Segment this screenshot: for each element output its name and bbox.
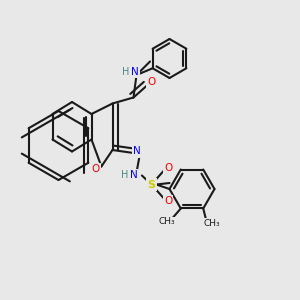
Text: CH₃: CH₃ bbox=[203, 219, 220, 228]
Text: O: O bbox=[164, 196, 172, 206]
Text: H: H bbox=[122, 67, 130, 77]
Text: CH₃: CH₃ bbox=[158, 218, 175, 226]
Text: N: N bbox=[133, 146, 140, 157]
Text: N: N bbox=[131, 67, 139, 77]
Text: O: O bbox=[164, 163, 172, 173]
Text: N: N bbox=[130, 170, 137, 181]
Text: O: O bbox=[147, 77, 156, 88]
Text: O: O bbox=[91, 164, 100, 175]
Text: H: H bbox=[121, 170, 128, 181]
Text: S: S bbox=[148, 179, 155, 190]
